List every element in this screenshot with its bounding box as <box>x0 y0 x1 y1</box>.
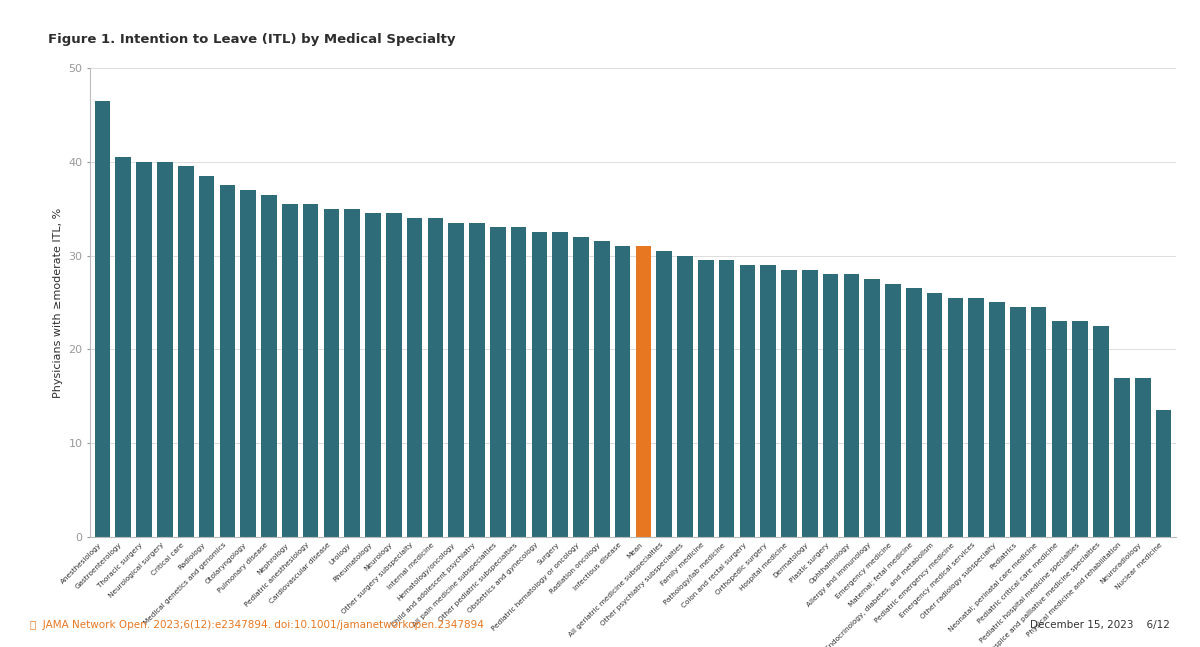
Bar <box>282 204 298 537</box>
Bar <box>844 274 859 537</box>
Bar <box>1010 307 1026 537</box>
Bar <box>302 204 318 537</box>
Bar <box>574 237 589 537</box>
Text: Figure 1. Intention to Leave (ITL) by Medical Specialty: Figure 1. Intention to Leave (ITL) by Me… <box>48 33 456 46</box>
Bar <box>864 279 880 537</box>
Bar <box>1031 307 1046 537</box>
Bar <box>761 265 776 537</box>
Bar <box>1156 410 1171 537</box>
Bar <box>1093 326 1109 537</box>
Text: December 15, 2023    6/12: December 15, 2023 6/12 <box>1030 620 1170 630</box>
Bar <box>823 274 839 537</box>
Bar <box>137 162 152 537</box>
Bar <box>1073 322 1088 537</box>
Bar <box>511 227 527 537</box>
Bar <box>781 270 797 537</box>
Bar <box>968 298 984 537</box>
Bar <box>469 223 485 537</box>
Bar <box>532 232 547 537</box>
Bar <box>427 218 443 537</box>
Bar <box>926 293 942 537</box>
Bar <box>220 185 235 537</box>
Bar <box>1135 378 1151 537</box>
Bar <box>886 283 901 537</box>
Bar <box>262 195 277 537</box>
Bar <box>719 260 734 537</box>
Bar <box>802 270 817 537</box>
Bar <box>157 162 173 537</box>
Bar <box>324 208 340 537</box>
Bar <box>240 190 256 537</box>
Bar <box>115 157 131 537</box>
Bar <box>95 101 110 537</box>
Bar <box>1114 378 1129 537</box>
Bar <box>1051 322 1067 537</box>
Y-axis label: Physicians with ≥moderate ITL, %: Physicians with ≥moderate ITL, % <box>53 207 62 398</box>
Bar <box>407 218 422 537</box>
Bar <box>614 246 630 537</box>
Bar <box>989 302 1004 537</box>
Bar <box>739 265 755 537</box>
Bar <box>656 251 672 537</box>
Bar <box>365 214 380 537</box>
Bar <box>636 246 652 537</box>
Bar <box>199 176 215 537</box>
Bar <box>594 241 610 537</box>
Bar <box>698 260 714 537</box>
Bar <box>178 166 193 537</box>
Bar <box>344 208 360 537</box>
Bar <box>677 256 692 537</box>
Bar <box>449 223 464 537</box>
Bar <box>552 232 568 537</box>
Bar <box>948 298 964 537</box>
Bar <box>386 214 402 537</box>
Bar <box>490 227 505 537</box>
Bar <box>906 289 922 537</box>
Text: 🔓  JAMA Network Open. 2023;6(12):e2347894. doi:10.1001/jamanetworkopen.2347894: 🔓 JAMA Network Open. 2023;6(12):e2347894… <box>30 620 484 630</box>
